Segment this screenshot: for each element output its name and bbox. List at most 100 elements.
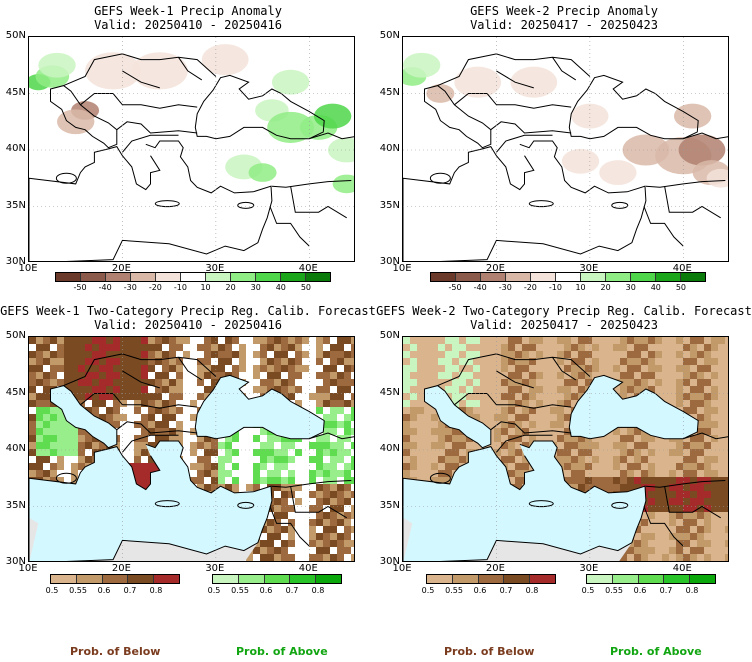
prob-below-colorbar [426, 574, 556, 584]
colorbar-swatch [631, 273, 656, 281]
colorbar-tick-label: 30 [250, 283, 261, 292]
colorbar-swatch [281, 273, 306, 281]
colorbar-tick-label: 20 [225, 283, 236, 292]
colorbar-swatch [231, 273, 256, 281]
colorbar-tick-label: 0.55 [69, 586, 87, 595]
colorbar-swatch [587, 575, 613, 583]
lat-tick-label: 50N [379, 30, 400, 41]
lon-tick-label: 40E [672, 563, 692, 574]
colorbar-tick-label: 0.5 [45, 586, 59, 595]
colorbar-tick-label: -10 [548, 283, 562, 292]
legend-prob-below-right: Prob. of Below [444, 645, 535, 658]
lat-tick-label: 45N [379, 386, 400, 398]
colorbar-tick-label: 10 [200, 283, 211, 292]
colorbar-tick-label: -30 [123, 283, 137, 292]
lon-tick-label: 10E [392, 563, 412, 574]
colorbar-swatch [213, 575, 239, 583]
colorbar-swatch [531, 273, 556, 281]
panel-title: GEFS Week-1 Two-Category Precip Reg. Cal… [0, 304, 376, 318]
colorbar-tick-label: 0.6 [633, 586, 647, 595]
colorbar-swatch [481, 273, 506, 281]
lon-tick-label: 20E [485, 563, 505, 574]
lat-tick-label: 35N [379, 199, 400, 211]
panel-title: GEFS Week-2 Two-Category Precip Reg. Cal… [376, 304, 752, 318]
colorbar-swatch [690, 575, 715, 583]
colorbar-swatch [506, 273, 531, 281]
lat-tick-label: 30N [5, 556, 26, 567]
lat-tick-label: 40N [5, 143, 26, 154]
colorbar-swatch [656, 273, 681, 281]
colorbar-swatch [131, 273, 156, 281]
lat-tick-label: 50N [5, 30, 26, 41]
colorbar-tick-label: 0.5 [207, 586, 221, 595]
colorbar-tick-label: 0.6 [259, 586, 273, 595]
lon-tick-label: 20E [111, 263, 131, 274]
colorbar-swatch [76, 575, 103, 583]
colorbar-swatch [681, 273, 705, 281]
lat-tick-label: 40N [379, 143, 400, 154]
colorbar-swatch [612, 575, 639, 583]
lat-tick-label: 30N [5, 256, 26, 267]
colorbar-tick-label: -50 [448, 283, 462, 292]
colorbar-tick-label: 0.5 [421, 586, 435, 595]
colorbar-swatch [452, 575, 479, 583]
lat-tick-label: 45N [5, 386, 26, 398]
colorbar-swatch [456, 273, 481, 281]
probability-map [402, 336, 729, 562]
legend-prob-below-left: Prob. of Below [70, 645, 161, 658]
colorbar-swatch [638, 575, 665, 583]
colorbar-tick-label: 0.8 [311, 586, 325, 595]
colorbar-tick-label: 0.55 [605, 586, 623, 595]
colorbar-tick-label: 0.8 [525, 586, 539, 595]
lat-tick-label: 50N [379, 330, 400, 341]
colorbar-tick-label: 0.55 [231, 586, 249, 595]
colorbar-swatch [478, 575, 505, 583]
lat-tick-label: 35N [379, 499, 400, 511]
lon-tick-label: 10E [18, 263, 38, 274]
legend-prob-above-left: Prob. of Above [236, 645, 328, 658]
panel-valid-dates: Valid: 20250410 - 20250416 [94, 318, 282, 332]
lat-tick-label: 30N [379, 256, 400, 267]
colorbar-swatch [264, 575, 291, 583]
prob-above-colorbar [586, 574, 716, 584]
lat-tick-label: 35N [5, 499, 26, 511]
colorbar-tick-label: 0.8 [685, 586, 699, 595]
lon-tick-label: 20E [485, 263, 505, 274]
colorbar-swatch [290, 575, 317, 583]
colorbar-tick-label: 0.7 [123, 586, 137, 595]
colorbar-swatch [106, 273, 131, 281]
colorbar-swatch [256, 273, 281, 281]
colorbar-swatch [102, 575, 129, 583]
lat-tick-label: 35N [5, 199, 26, 211]
panel-week1-prob: GEFS Week-1 Two-Category Precip Reg. Cal… [0, 300, 376, 662]
colorbar-swatch [156, 273, 181, 281]
lat-tick-label: 45N [379, 86, 400, 98]
lon-tick-label: 20E [111, 563, 131, 574]
anomaly-colorbar [430, 272, 706, 282]
colorbar-swatch [181, 273, 206, 281]
panel-week1-anomaly: GEFS Week-1 Precip Anomaly Valid: 202504… [0, 0, 376, 300]
colorbar-swatch [128, 575, 155, 583]
panel-valid-dates: Valid: 20250417 - 20250423 [470, 18, 658, 32]
colorbar-swatch [206, 273, 231, 281]
colorbar-swatch [431, 273, 456, 281]
colorbar-tick-label: 0.8 [149, 586, 163, 595]
colorbar-tick-label: 40 [275, 283, 286, 292]
colorbar-swatch [581, 273, 606, 281]
colorbar-tick-label: 0.5 [581, 586, 595, 595]
colorbar-tick-label: 0.6 [473, 586, 487, 595]
panel-title: GEFS Week-2 Precip Anomaly [470, 4, 658, 18]
colorbar-tick-label: 0.7 [659, 586, 673, 595]
colorbar-swatch [530, 575, 555, 583]
panel-week2-anomaly: GEFS Week-2 Precip Anomaly Valid: 202504… [376, 0, 752, 300]
precip-anomaly-map [402, 36, 729, 262]
lon-tick-label: 30E [205, 563, 225, 574]
colorbar-tick-label: 0.7 [499, 586, 513, 595]
colorbar-swatch [664, 575, 691, 583]
legend-prob-above-right: Prob. of Above [610, 645, 702, 658]
lon-tick-label: 40E [298, 263, 318, 274]
colorbar-tick-label: -40 [473, 283, 487, 292]
panel-valid-dates: Valid: 20250410 - 20250416 [94, 18, 282, 32]
colorbar-tick-label: 30 [625, 283, 636, 292]
lat-tick-label: 40N [379, 443, 400, 454]
